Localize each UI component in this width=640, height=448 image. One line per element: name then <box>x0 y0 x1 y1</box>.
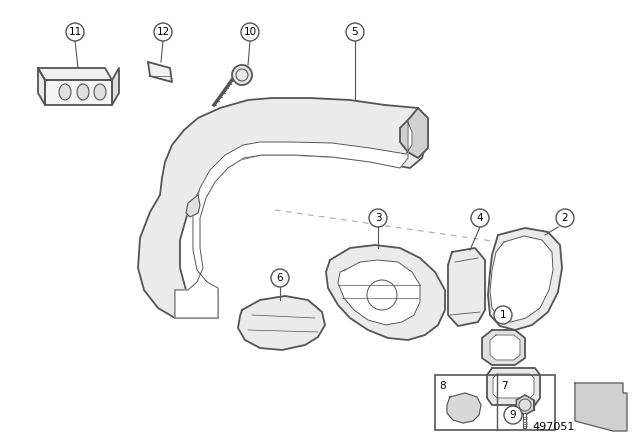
Circle shape <box>369 209 387 227</box>
Text: 6: 6 <box>276 273 284 283</box>
Bar <box>435 375 555 430</box>
Text: 7: 7 <box>501 381 508 391</box>
Polygon shape <box>326 245 445 340</box>
Text: 5: 5 <box>352 27 358 37</box>
Circle shape <box>494 306 512 324</box>
Polygon shape <box>482 330 525 365</box>
Polygon shape <box>138 98 428 318</box>
Polygon shape <box>175 122 412 318</box>
Polygon shape <box>175 290 218 318</box>
Circle shape <box>556 209 574 227</box>
Circle shape <box>504 406 522 424</box>
Circle shape <box>154 23 172 41</box>
Polygon shape <box>238 296 325 350</box>
Ellipse shape <box>77 84 89 100</box>
Text: 497051: 497051 <box>532 422 575 432</box>
Circle shape <box>232 65 252 85</box>
Text: 12: 12 <box>156 27 170 37</box>
Polygon shape <box>112 68 119 105</box>
Polygon shape <box>575 383 627 431</box>
Polygon shape <box>490 236 553 322</box>
Circle shape <box>471 209 489 227</box>
Polygon shape <box>400 108 428 158</box>
Circle shape <box>271 269 289 287</box>
Polygon shape <box>338 260 420 325</box>
Circle shape <box>66 23 84 41</box>
Polygon shape <box>490 335 520 360</box>
Polygon shape <box>447 393 481 423</box>
Polygon shape <box>448 248 485 326</box>
Polygon shape <box>186 195 200 217</box>
Polygon shape <box>493 374 534 398</box>
Text: 4: 4 <box>477 213 483 223</box>
Text: 11: 11 <box>68 27 82 37</box>
Text: 2: 2 <box>562 213 568 223</box>
Circle shape <box>346 23 364 41</box>
Polygon shape <box>488 228 562 330</box>
Polygon shape <box>45 80 112 105</box>
Text: 1: 1 <box>500 310 506 320</box>
Polygon shape <box>487 368 540 405</box>
Text: 3: 3 <box>374 213 381 223</box>
Circle shape <box>519 399 531 411</box>
Circle shape <box>241 23 259 41</box>
Polygon shape <box>38 68 112 80</box>
Ellipse shape <box>94 84 106 100</box>
Text: 9: 9 <box>509 410 516 420</box>
Polygon shape <box>148 62 172 82</box>
Text: 8: 8 <box>439 381 445 391</box>
Polygon shape <box>38 68 45 105</box>
Text: 10: 10 <box>243 27 257 37</box>
Polygon shape <box>516 395 534 415</box>
Ellipse shape <box>59 84 71 100</box>
